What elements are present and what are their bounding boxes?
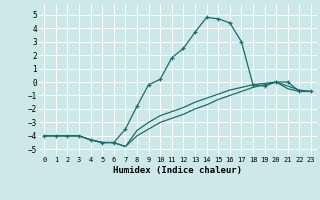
X-axis label: Humidex (Indice chaleur): Humidex (Indice chaleur) (113, 166, 242, 175)
